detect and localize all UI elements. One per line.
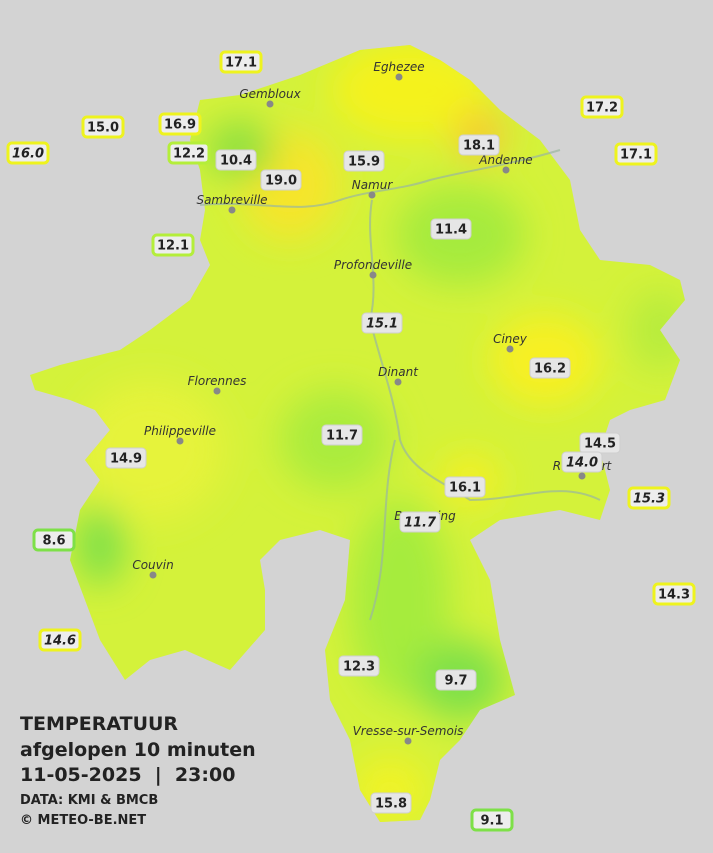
station-box bbox=[343, 150, 385, 172]
legend-block: TEMPERATUUR afgelopen 10 minuten 11-05-2… bbox=[20, 713, 256, 828]
station-value: 17.1 bbox=[620, 148, 652, 163]
town-label: Couvin bbox=[132, 558, 173, 572]
station-box bbox=[627, 486, 671, 510]
station-value: 8.6 bbox=[42, 534, 65, 549]
station-value: 12.3 bbox=[343, 660, 375, 675]
station-value: 14.6 bbox=[44, 634, 76, 649]
station-value: 14.9 bbox=[110, 452, 142, 467]
station-box bbox=[219, 50, 263, 74]
station-value: 11.7 bbox=[326, 429, 358, 444]
town-label: Ciney bbox=[493, 332, 528, 346]
town-label: Philippeville bbox=[144, 424, 216, 438]
station-value: 19.0 bbox=[265, 174, 297, 189]
town-dot bbox=[395, 73, 403, 81]
station-box bbox=[6, 141, 50, 165]
station-box bbox=[105, 447, 147, 469]
town-dot bbox=[369, 271, 377, 279]
station-value: 14.3 bbox=[658, 588, 690, 603]
station-value: 15.8 bbox=[375, 797, 407, 812]
station-box bbox=[652, 582, 696, 606]
station-value: 12.1 bbox=[157, 239, 189, 254]
station-box bbox=[580, 95, 624, 119]
station-value: 11.7 bbox=[404, 516, 437, 531]
station-value: 16.9 bbox=[164, 118, 196, 133]
station-value: 16.2 bbox=[534, 362, 566, 377]
datetime: 11-05-2025 | 23:00 bbox=[20, 764, 235, 786]
station-value: 11.4 bbox=[435, 223, 467, 238]
town-label: Vresse-sur-Semois bbox=[353, 724, 464, 738]
station-value: 16.1 bbox=[449, 481, 481, 496]
station-box bbox=[529, 357, 571, 379]
station-box bbox=[215, 149, 257, 171]
town-dot bbox=[578, 472, 586, 480]
town-label: Gembloux bbox=[239, 87, 301, 101]
station-value: 15.0 bbox=[87, 121, 119, 136]
station-box bbox=[470, 808, 514, 832]
station-box bbox=[151, 233, 195, 257]
station-box bbox=[158, 112, 202, 136]
town-dot bbox=[404, 737, 412, 745]
town-dot bbox=[176, 437, 184, 445]
subtitle: afgelopen 10 minuten bbox=[20, 739, 256, 761]
station-box bbox=[167, 141, 211, 165]
town-dot bbox=[149, 571, 157, 579]
station-value: 14.0 bbox=[566, 456, 598, 471]
station-value: 15.3 bbox=[633, 492, 665, 507]
station-value: 10.4 bbox=[220, 154, 252, 169]
town-dot bbox=[394, 378, 402, 386]
station-box bbox=[321, 424, 363, 446]
station-box bbox=[260, 169, 302, 191]
station-value: 12.2 bbox=[173, 147, 205, 162]
town-label: Dinant bbox=[378, 365, 419, 379]
town-label: Namur bbox=[352, 178, 394, 192]
town-dot bbox=[368, 191, 376, 199]
station-value: 15.1 bbox=[366, 317, 398, 332]
station-value: 16.0 bbox=[12, 147, 44, 162]
station-box bbox=[32, 528, 76, 552]
town-dot bbox=[213, 387, 221, 395]
station-value: 9.7 bbox=[444, 674, 467, 689]
station-box bbox=[614, 142, 658, 166]
station-box bbox=[399, 511, 441, 533]
station-value: 9.1 bbox=[480, 814, 503, 829]
station-box bbox=[38, 628, 82, 652]
station-box bbox=[370, 792, 412, 814]
station-box bbox=[561, 451, 603, 473]
source: DATA: KMI & BMCB bbox=[20, 793, 158, 808]
title: TEMPERATUUR bbox=[20, 713, 178, 735]
town-label: Sambreville bbox=[196, 193, 267, 207]
town-dot bbox=[502, 166, 510, 174]
station-box bbox=[430, 218, 472, 240]
town-label: Florennes bbox=[188, 374, 247, 388]
station-box bbox=[361, 312, 403, 334]
station-box bbox=[338, 655, 380, 677]
station-value: 17.2 bbox=[586, 101, 618, 116]
station-box bbox=[435, 669, 477, 691]
town-label: Profondeville bbox=[334, 258, 412, 272]
station-box bbox=[458, 134, 500, 156]
credit: © METEO-BE.NET bbox=[20, 813, 146, 828]
station-value: 15.9 bbox=[348, 155, 380, 170]
station-value: 18.1 bbox=[463, 139, 495, 154]
town-label: Eghezee bbox=[373, 60, 424, 74]
station-box bbox=[81, 115, 125, 139]
station-value: 17.1 bbox=[225, 56, 257, 71]
town-dot bbox=[228, 206, 236, 214]
town-dot bbox=[266, 100, 274, 108]
station-value: 14.5 bbox=[584, 437, 616, 452]
town-label: Andenne bbox=[478, 153, 532, 167]
station-box bbox=[444, 476, 486, 498]
town-dot bbox=[506, 345, 514, 353]
